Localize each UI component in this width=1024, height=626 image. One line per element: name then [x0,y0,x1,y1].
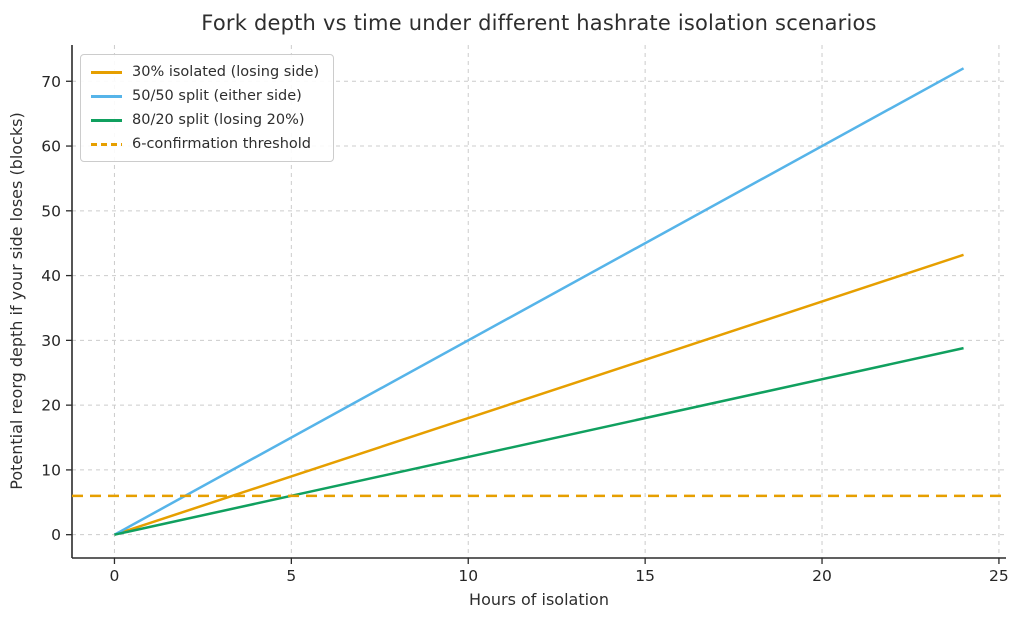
y-axis-label: Potential reorg depth if your side loses… [7,112,26,489]
legend-item: 50/50 split (either side) [91,86,319,106]
x-tick-label: 25 [989,567,1009,585]
legend-item: 6-confirmation threshold [91,134,319,154]
y-tick-label: 40 [41,267,61,285]
legend-item: 80/20 split (losing 20%) [91,110,319,130]
x-tick-label: 15 [635,567,655,585]
legend-item-label: 80/20 split (losing 20%) [132,112,305,128]
y-tick-label: 0 [51,526,61,544]
series-line [114,346,964,536]
legend-line-swatch [91,142,122,146]
x-tick-label: 5 [286,567,296,585]
x-tick-label: 10 [458,567,478,585]
y-tick-label: 70 [41,73,61,91]
legend-line-swatch [91,70,122,74]
x-tick-label: 20 [812,567,832,585]
series-line [114,253,964,536]
y-tick-label: 30 [41,332,61,350]
legend-line-swatch [91,94,122,98]
series-line [113,67,965,536]
legend-item: 30% isolated (losing side) [91,62,319,82]
legend-item-label: 30% isolated (losing side) [132,64,320,80]
legend-item-label: 50/50 split (either side) [132,88,302,104]
y-tick-label: 60 [41,138,61,156]
legend-line-swatch [91,118,122,122]
legend-item-label: 6-confirmation threshold [132,136,312,152]
legend: 30% isolated (losing side) 50/50 split (… [80,54,335,162]
y-tick-label: 10 [41,461,61,479]
x-axis-label: Hours of isolation [469,590,609,609]
y-tick-label: 50 [41,202,61,220]
chart-title: Fork depth vs time under different hashr… [201,11,877,35]
y-tick-label: 20 [41,397,61,415]
x-tick-label: 0 [110,567,120,585]
